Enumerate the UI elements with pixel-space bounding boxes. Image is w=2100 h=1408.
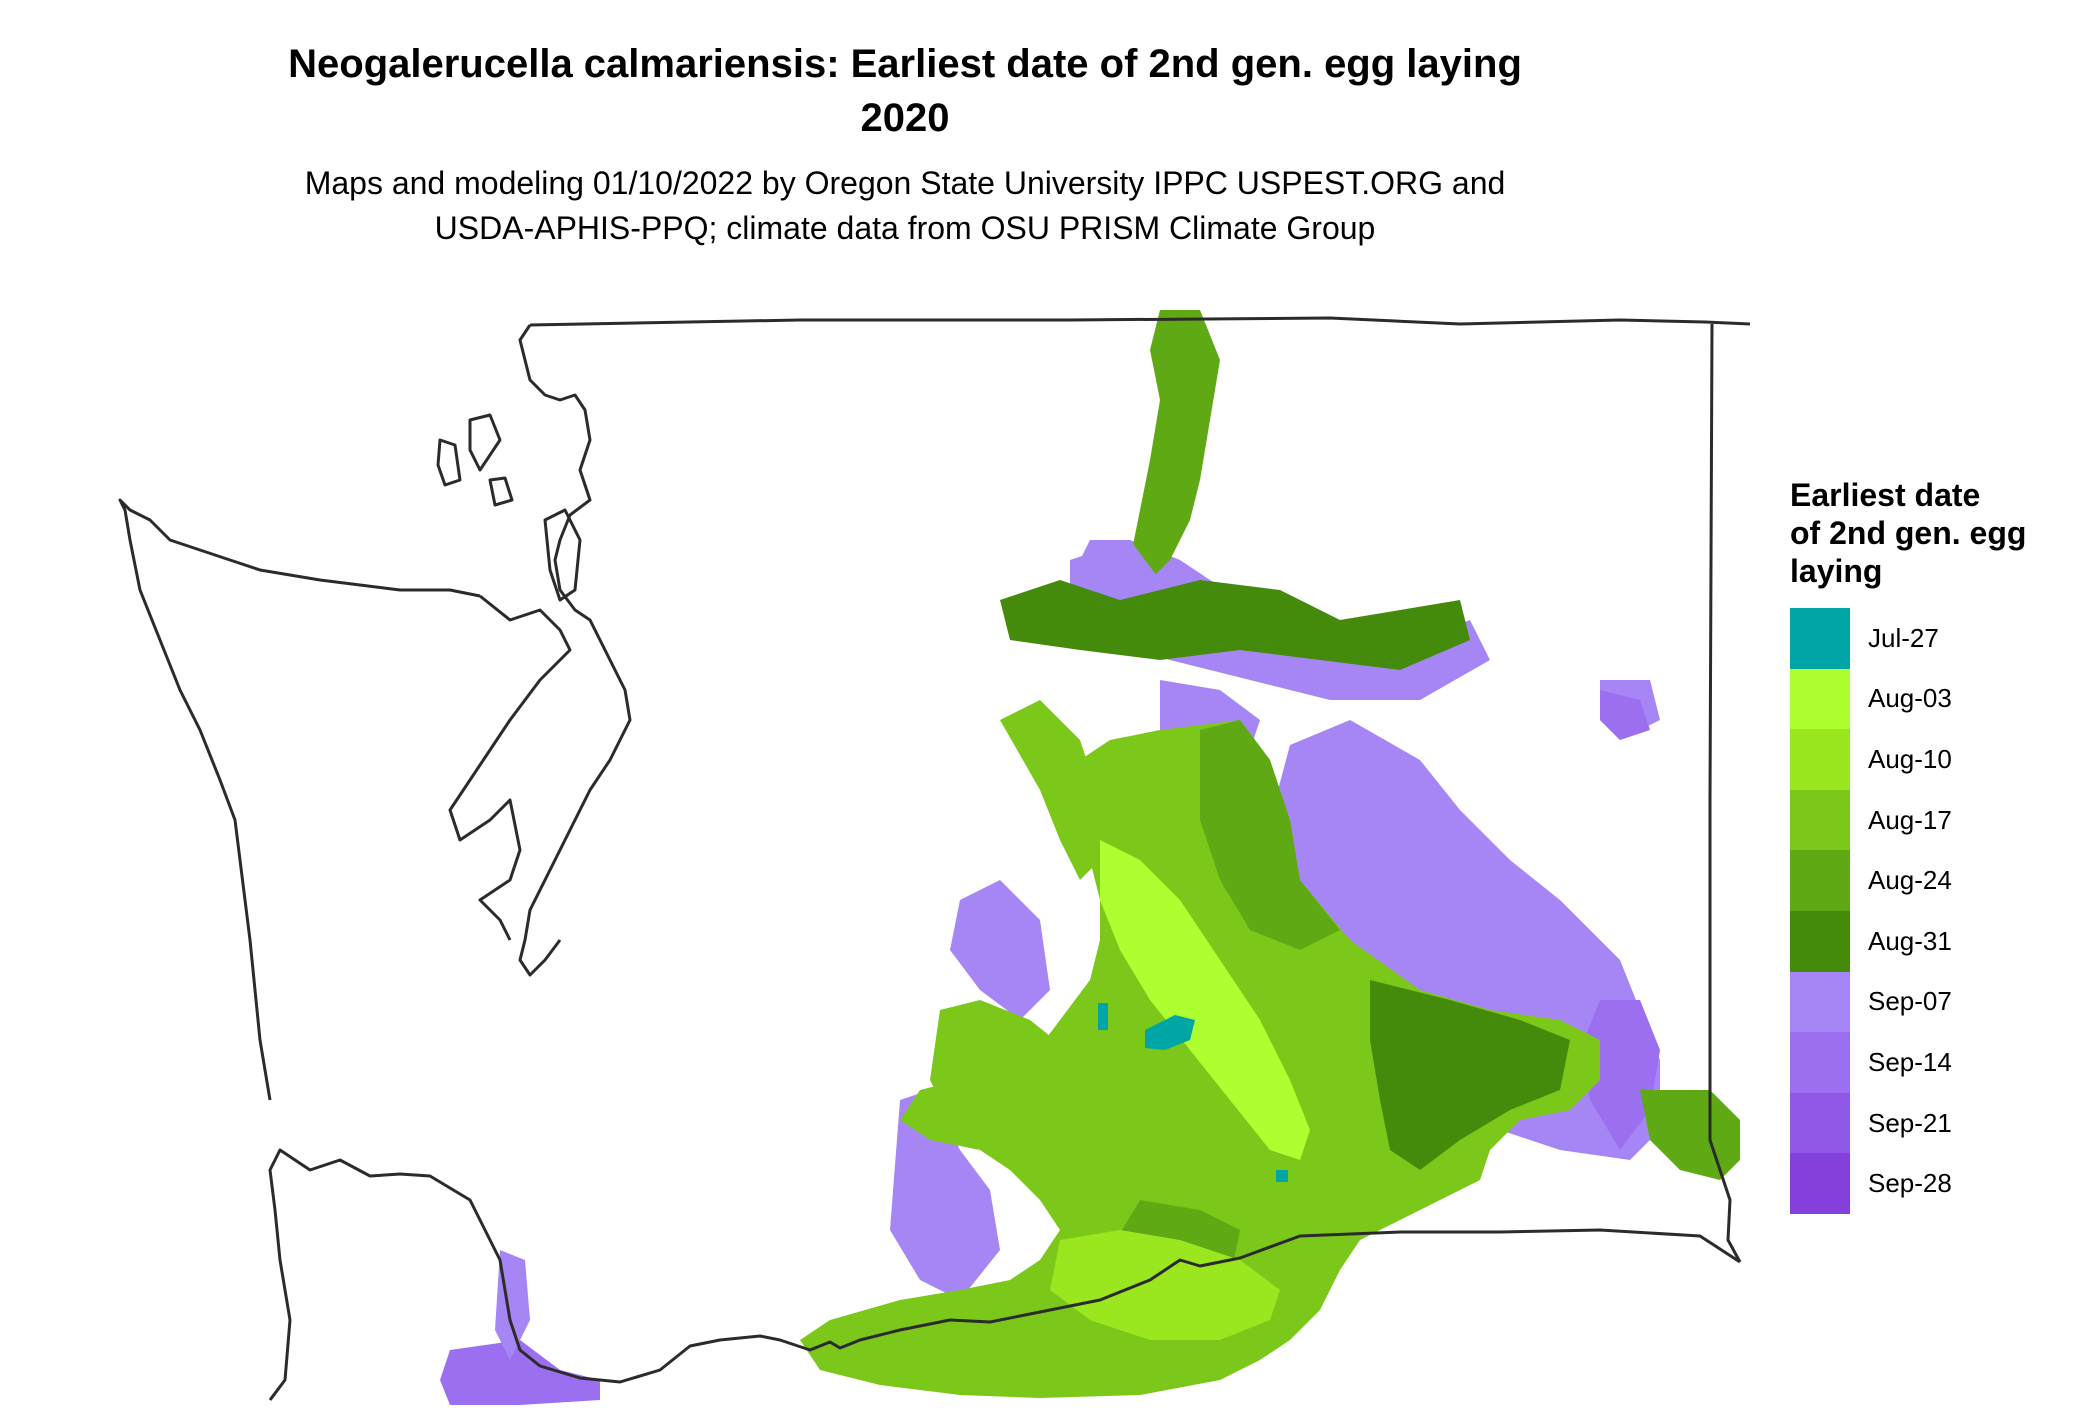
- raster-patch-north-arm-west: [1000, 700, 1100, 880]
- map-subtitle-line-2: USDA-APHIS-PPQ; climate data from OSU PR…: [434, 210, 1376, 246]
- legend-swatch: [1790, 668, 1850, 730]
- legend-label: Sep-14: [1868, 1046, 1952, 1077]
- legend: Earliest date of 2nd gen. egg laying Jul…: [1790, 476, 2090, 1214]
- island-d: [543, 508, 582, 602]
- legend-title-line-1: Earliest date: [1790, 477, 1981, 513]
- legend-swatch: [1790, 1032, 1850, 1093]
- map-title: Neogalerucella calmariensis: Earliest da…: [288, 42, 1522, 86]
- legend-label: Aug-24: [1868, 865, 1952, 896]
- legend-item-sep-28: Sep-28: [1790, 1153, 2090, 1214]
- legend-swatch: [1790, 1092, 1850, 1154]
- legend-swatch: [1790, 971, 1850, 1033]
- legend-label: Aug-17: [1868, 804, 1952, 835]
- raster-patch-late-far-east: [1580, 1000, 1660, 1150]
- raster-patch-north-branches: [1000, 580, 1470, 670]
- legend-item-aug-24: Aug-24: [1790, 850, 2090, 911]
- raster-patch-mid-west-arm: [930, 1000, 1160, 1160]
- legend-label: Aug-31: [1868, 925, 1952, 956]
- legend-title: Earliest date of 2nd gen. egg laying: [1790, 476, 2090, 590]
- raster-patch-early-band: [1050, 1230, 1280, 1340]
- raster-patch-earliest-east: [1276, 1170, 1288, 1182]
- raster-patch-east-edge-green: [1640, 1090, 1740, 1180]
- legend-label: Aug-10: [1868, 743, 1952, 774]
- legend-label: Sep-28: [1868, 1168, 1952, 1199]
- legend-title-line-2: of 2nd gen. egg: [1790, 515, 2027, 551]
- state-border-path: [118, 316, 1751, 1401]
- legend-swatch: [1790, 608, 1850, 669]
- legend-swatch: [1790, 789, 1850, 851]
- legend-item-aug-03: Aug-03: [1790, 668, 2090, 730]
- island-c: [436, 438, 462, 487]
- raster-patch-northeast-purple: [1600, 690, 1650, 740]
- state-outline: [118, 316, 1751, 1401]
- legend-label: Aug-03: [1868, 683, 1952, 714]
- legend-item-sep-14: Sep-14: [1790, 1032, 2090, 1093]
- legend-label: Sep-07: [1868, 986, 1952, 1017]
- legend-item-aug-17: Aug-17: [1790, 789, 2090, 851]
- raster-patch-late-west-south: [890, 1090, 1000, 1300]
- raster-patch-early-central: [1100, 840, 1310, 1160]
- legend-item-aug-31: Aug-31: [1790, 910, 2090, 972]
- legend-label: Sep-21: [1868, 1107, 1952, 1138]
- raster-patch-late-southwest: [440, 1340, 600, 1405]
- legend-item-sep-21: Sep-21: [1790, 1092, 2090, 1154]
- raster-patch-earliest-small: [1098, 1003, 1108, 1030]
- legend-item-aug-10: Aug-10: [1790, 729, 2090, 790]
- legend-label: Jul-27: [1868, 622, 1939, 653]
- map-title-year: 2020: [860, 96, 950, 140]
- legend-swatch: [1790, 729, 1850, 790]
- raster-layer: [440, 310, 1740, 1405]
- legend-item-jul-27: Jul-27: [1790, 608, 2090, 669]
- raster-patch-north-corridor: [1130, 310, 1220, 580]
- legend-item-sep-07: Sep-07: [1790, 971, 2090, 1033]
- island-b: [488, 476, 514, 507]
- legend-swatch: [1790, 1153, 1850, 1214]
- legend-items: Jul-27 Aug-03 Aug-10 Aug-17 Aug-24 Aug-3…: [1790, 608, 2090, 1214]
- raster-patch-mid-east-dark: [1370, 980, 1570, 1170]
- island-a: [468, 413, 502, 472]
- map-subtitle-line-1: Maps and modeling 01/10/2022 by Oregon S…: [304, 165, 1506, 201]
- legend-swatch: [1790, 850, 1850, 911]
- puget-sound-path: [518, 324, 632, 977]
- raster-patch-late-small-west: [955, 905, 1000, 960]
- legend-title-line-3: laying: [1790, 553, 1883, 589]
- legend-swatch: [1790, 910, 1850, 972]
- raster-patch-earliest-central: [1145, 1015, 1195, 1050]
- raster-patch-mid-northeast: [1200, 720, 1340, 950]
